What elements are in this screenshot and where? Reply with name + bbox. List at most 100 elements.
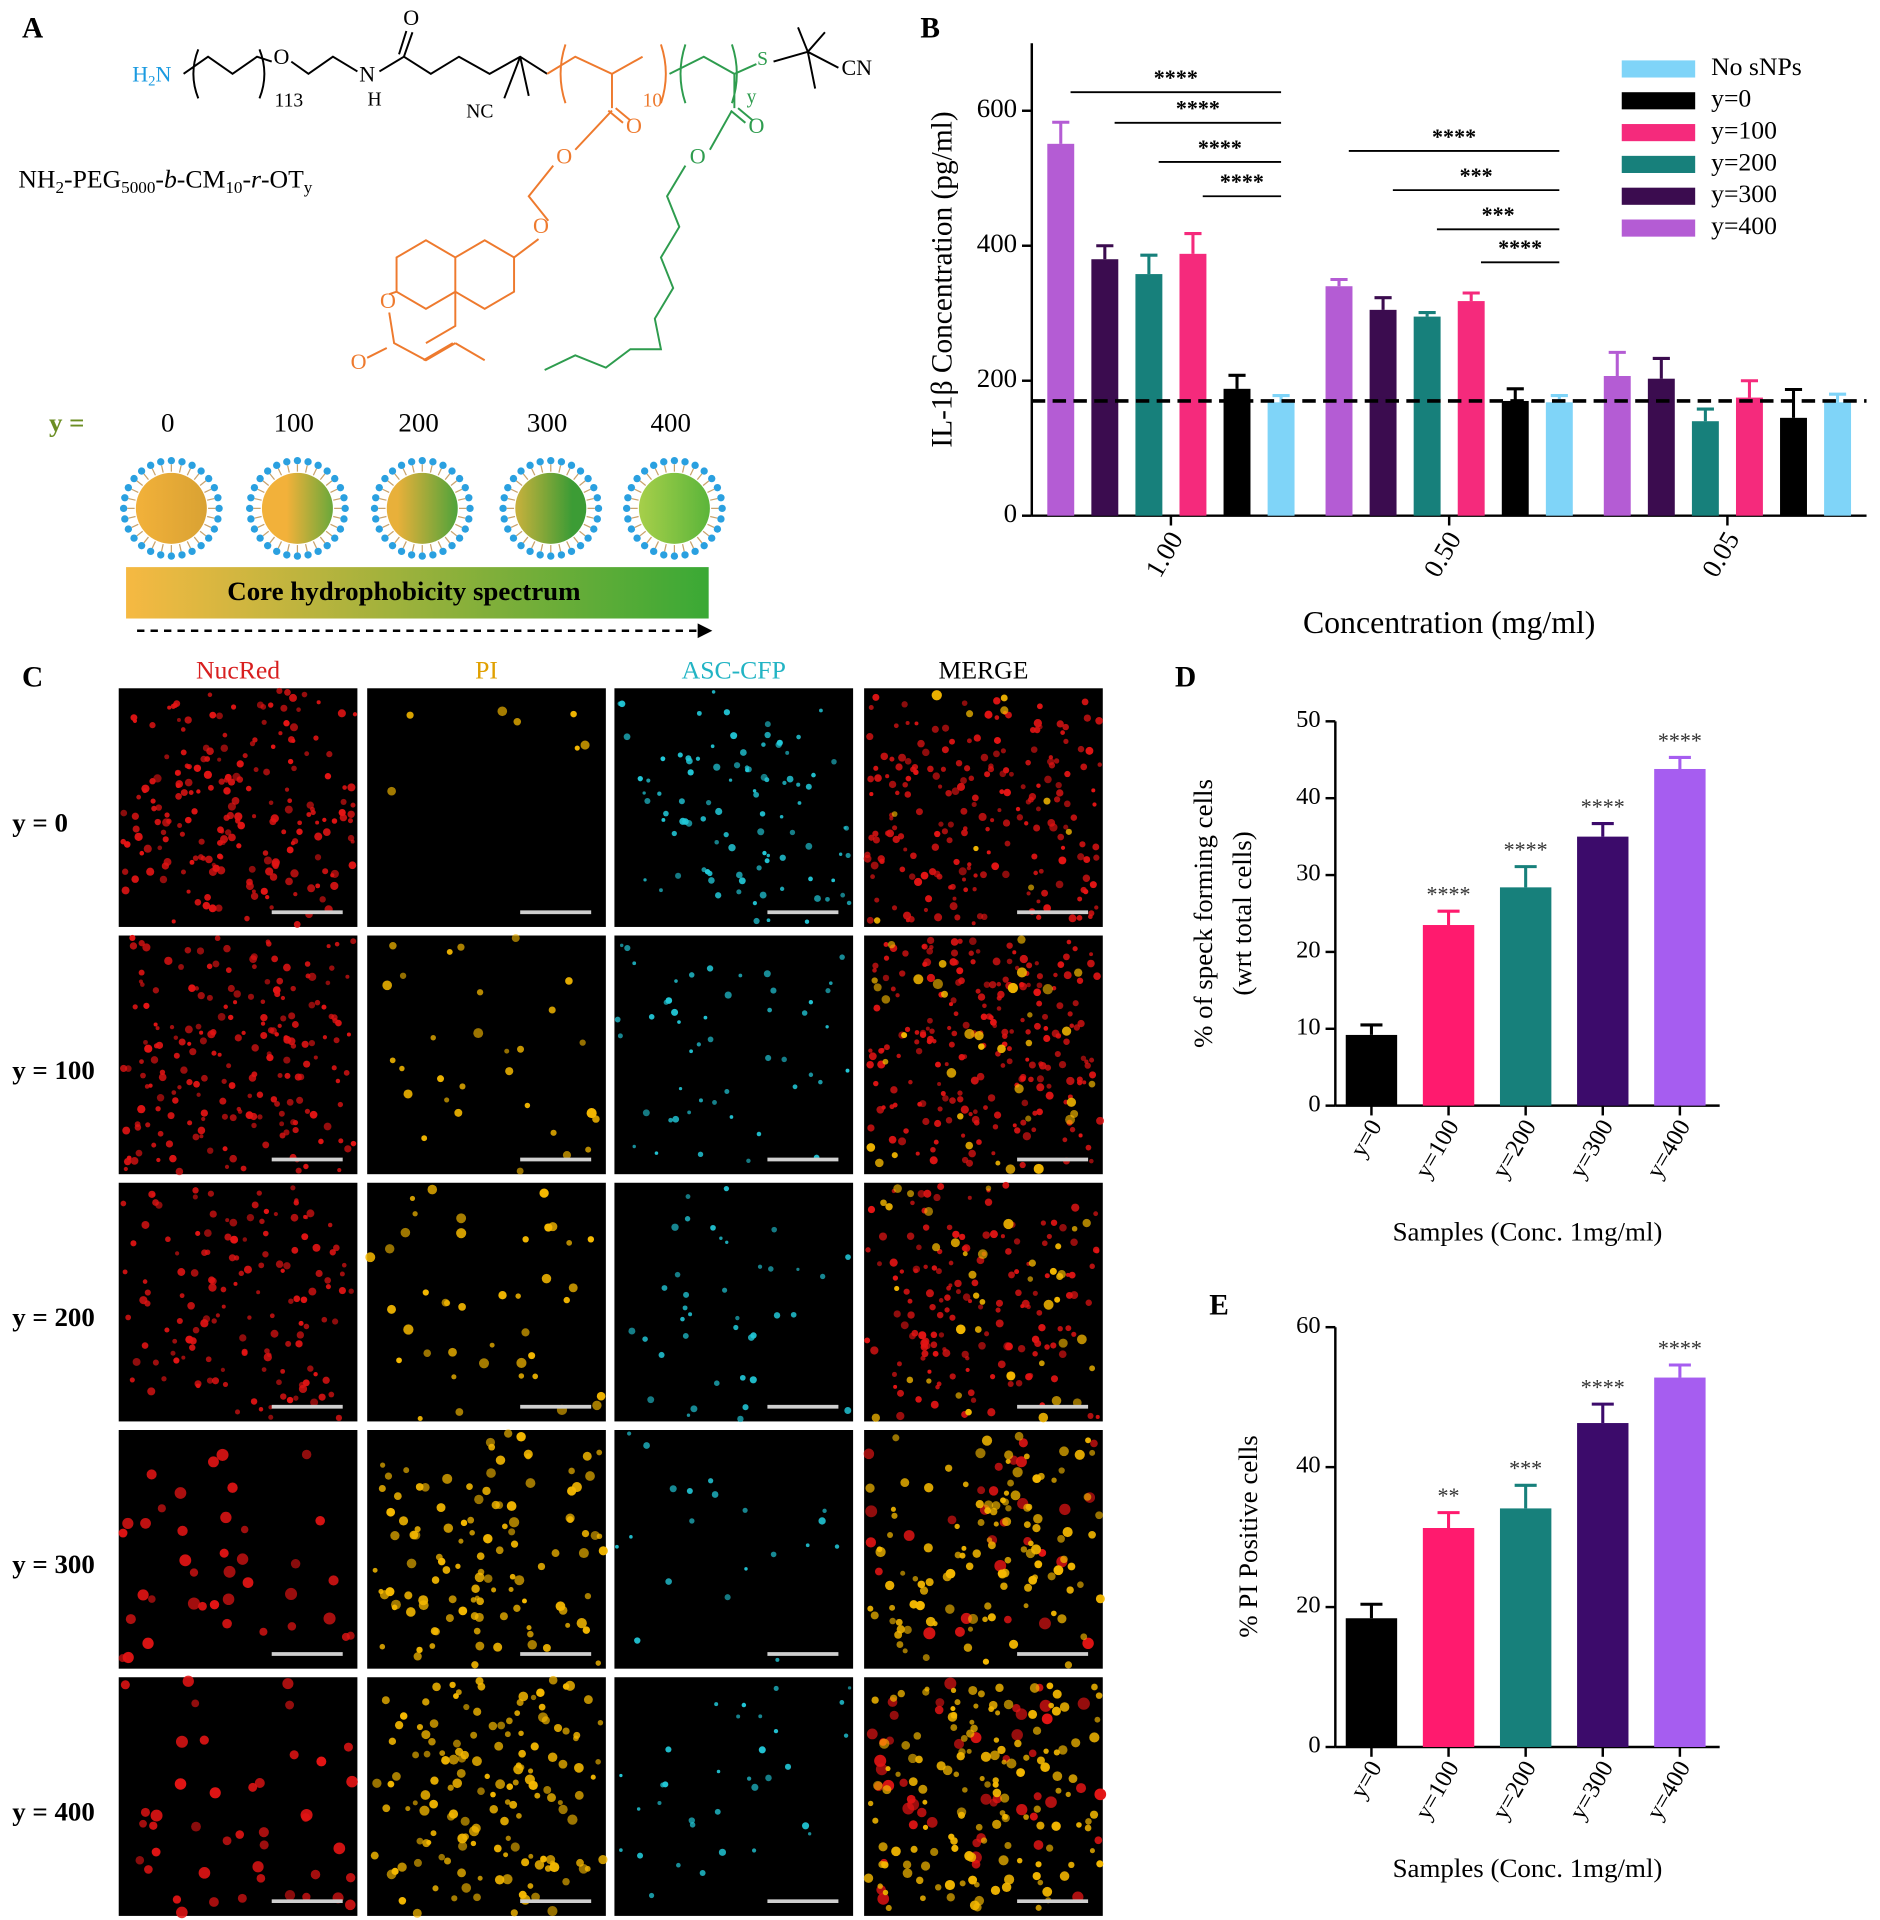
cell xyxy=(930,1331,938,1339)
cell xyxy=(891,1846,901,1857)
cell xyxy=(510,1909,518,1917)
micrograph xyxy=(367,1675,608,1918)
cell xyxy=(1087,959,1095,968)
cell xyxy=(292,838,299,845)
y-axis-label: % of speck forming cells xyxy=(1188,779,1218,1048)
cell xyxy=(989,1798,998,1807)
cell xyxy=(265,867,274,876)
cell xyxy=(1095,1692,1103,1699)
cell xyxy=(867,1205,876,1214)
cell xyxy=(144,1865,153,1874)
cell xyxy=(955,1289,961,1295)
cell xyxy=(948,1283,953,1288)
cell xyxy=(139,1296,148,1305)
lipid-head xyxy=(633,534,641,542)
cell xyxy=(460,1519,468,1527)
cell xyxy=(314,854,322,861)
cell xyxy=(892,825,898,831)
cell xyxy=(322,828,331,836)
cell xyxy=(847,1686,852,1690)
cell xyxy=(1089,1057,1095,1063)
cell xyxy=(428,1737,436,1746)
cell xyxy=(1051,1706,1061,1716)
cell xyxy=(1000,1234,1005,1239)
lipid-head xyxy=(590,525,598,533)
cell xyxy=(753,791,760,798)
cell xyxy=(254,1777,265,1789)
cell xyxy=(442,1473,453,1484)
cell xyxy=(742,1507,748,1513)
cell xyxy=(448,1595,457,1604)
cell xyxy=(908,1753,918,1764)
cell xyxy=(209,1787,221,1799)
cell xyxy=(1036,973,1043,980)
cell xyxy=(473,1893,481,1902)
cell xyxy=(658,1351,665,1358)
cell xyxy=(866,1728,878,1740)
cell xyxy=(1003,1615,1012,1624)
cell xyxy=(406,1607,416,1617)
cell xyxy=(205,855,213,864)
cell xyxy=(429,1799,439,1809)
cell xyxy=(212,960,220,968)
cell xyxy=(757,828,765,836)
cell xyxy=(766,918,771,923)
atom-label: NC xyxy=(466,102,493,123)
cell xyxy=(917,739,925,748)
cell xyxy=(961,829,968,837)
error-bar xyxy=(1052,120,1070,144)
cell xyxy=(896,1361,902,1367)
cell xyxy=(845,1068,850,1073)
cell xyxy=(313,1055,318,1060)
cell xyxy=(920,1861,931,1871)
bar xyxy=(1223,388,1251,516)
cell xyxy=(525,1478,536,1488)
cell xyxy=(687,769,694,776)
cell xyxy=(483,1533,493,1544)
micrograph xyxy=(118,1675,358,1919)
cell xyxy=(1002,819,1011,827)
cell xyxy=(1093,854,1100,861)
cell xyxy=(997,1745,1006,1755)
lipid-tail xyxy=(402,468,407,476)
cell xyxy=(176,1906,188,1919)
cell xyxy=(1023,1503,1032,1512)
cell xyxy=(1012,1704,1021,1713)
legend-swatch xyxy=(1621,60,1696,78)
error-bar xyxy=(1228,373,1246,389)
cell xyxy=(301,691,308,698)
cell xyxy=(333,1244,340,1252)
lipid-tail xyxy=(515,480,523,486)
cell xyxy=(1049,823,1058,832)
cell xyxy=(805,1543,810,1548)
cell xyxy=(136,794,142,800)
cell xyxy=(331,818,338,824)
cell xyxy=(391,1604,398,1611)
lipid-head xyxy=(594,504,603,513)
lipid-head xyxy=(137,542,146,550)
cell xyxy=(934,1884,942,1891)
cell xyxy=(200,1109,208,1117)
cell xyxy=(643,1442,650,1449)
lipid-head xyxy=(500,515,508,523)
cell xyxy=(495,1546,504,1555)
cell xyxy=(839,954,845,960)
cell xyxy=(1050,1610,1057,1617)
cell xyxy=(324,773,332,780)
cell xyxy=(900,1570,906,1576)
bar xyxy=(1654,768,1706,1106)
cell xyxy=(1000,706,1009,715)
cell xyxy=(221,1113,228,1120)
cell xyxy=(518,1730,524,1737)
lipid-tail xyxy=(254,497,262,501)
cell xyxy=(968,1149,976,1158)
cell xyxy=(877,1883,883,1889)
cell xyxy=(966,865,972,871)
cell xyxy=(120,1200,127,1207)
cell xyxy=(157,1504,166,1513)
cell xyxy=(950,997,957,1004)
lipid-head xyxy=(557,458,566,466)
cell xyxy=(819,1273,826,1280)
cell xyxy=(258,1827,269,1838)
cell xyxy=(291,1021,299,1028)
